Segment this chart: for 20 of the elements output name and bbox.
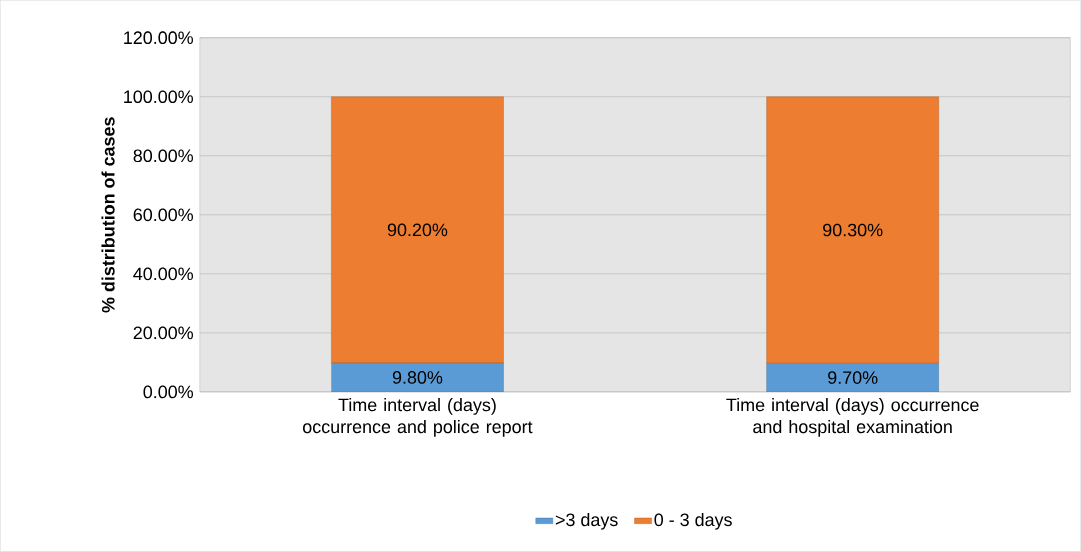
data-label: 90.30% (823, 223, 883, 237)
y-tick-label: 120.00% (124, 31, 193, 45)
y-axis-title: % distribution of cases (101, 117, 115, 313)
data-label: 9.80% (392, 371, 443, 384)
x-tick-label: Time interval (days) occurrence and police report (303, 398, 533, 437)
x-tick-label: Time interval (days) occurrence and hospital examination (726, 398, 979, 437)
y-tick-label: 20.00% (133, 326, 193, 340)
y-tick-label: 100.00% (124, 90, 193, 104)
data-label: 9.70% (828, 371, 878, 385)
y-tick-label: 80.00% (133, 149, 193, 163)
bar (766, 363, 939, 393)
legend-label: >3 days (555, 513, 618, 530)
data-label: 90.20% (387, 223, 448, 237)
bar (766, 96, 939, 364)
y-tick-label: 60.00% (133, 208, 193, 222)
bar (331, 362, 504, 393)
y-tick-label: 0.00% (143, 385, 193, 399)
y-tick-label: 40.00% (133, 267, 193, 281)
legend-label: 0 - 3 days (654, 513, 732, 530)
bar (331, 96, 504, 364)
